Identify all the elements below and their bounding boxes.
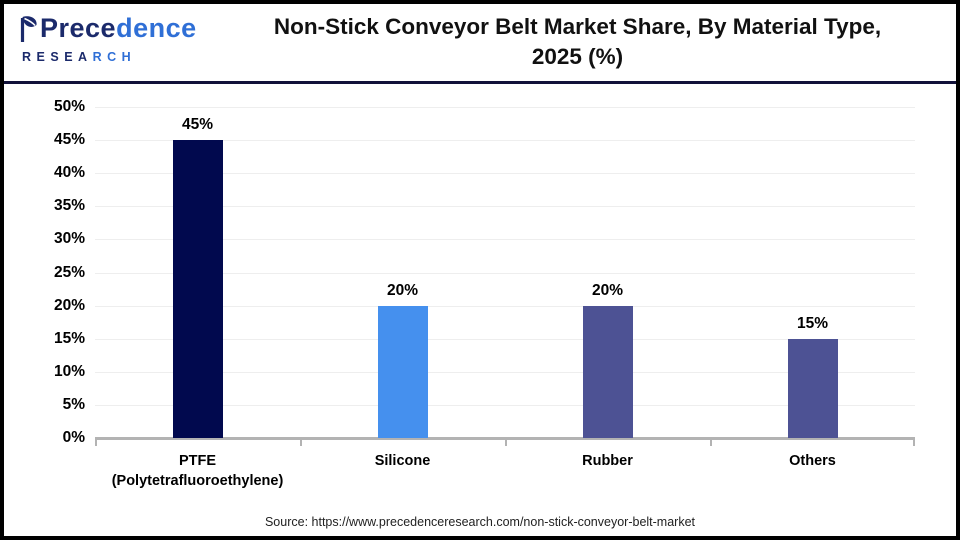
logo-research-line: RESEARCH xyxy=(22,50,137,64)
gridline xyxy=(95,107,915,108)
x-axis-line xyxy=(95,437,915,440)
chart-title-line2: 2025 (%) xyxy=(531,44,624,69)
y-axis: 0% 5% 10% 15% 20% 25% 30% 35% 40% 45% 50% xyxy=(4,98,85,446)
header-divider xyxy=(4,81,956,84)
y-tick-label: 20% xyxy=(53,296,85,314)
chart-title: Non-Stick Conveyor Belt Market Share, By… xyxy=(199,4,956,72)
x-category-label: Others xyxy=(789,453,836,469)
gridline xyxy=(95,305,915,307)
logo-text-blue: dence xyxy=(116,13,197,43)
bar-ptfe xyxy=(172,140,223,438)
gridline xyxy=(95,338,915,340)
x-axis-tick xyxy=(300,440,302,446)
chart-title-line1: Non-Stick Conveyor Belt Market Share, By… xyxy=(273,14,882,39)
bar-value-label: 45% xyxy=(181,116,214,134)
x-axis-tick xyxy=(95,440,97,446)
logo-wordmark: Precedence xyxy=(18,14,199,48)
y-tick-label: 25% xyxy=(53,263,85,281)
x-axis-tick xyxy=(505,440,507,446)
y-tick-label: 50% xyxy=(53,98,85,115)
y-tick-label: 30% xyxy=(53,230,85,248)
y-tick-label: 0% xyxy=(62,429,85,446)
gridline xyxy=(95,239,915,241)
plot-area: 45% 20% 20% 15% xyxy=(95,107,915,446)
gridline xyxy=(95,206,915,208)
gridline xyxy=(95,272,915,274)
y-tick-label: 45% xyxy=(53,131,85,149)
y-tick-label: 15% xyxy=(53,329,85,347)
x-axis: PTFE (Polytetrafluoroethylene) Silicone Rub… xyxy=(95,451,915,495)
x-category-label: Silicone xyxy=(374,453,431,469)
source-text: Source: https://www.precedenceresearch.c… xyxy=(264,515,696,529)
y-tick-label: 40% xyxy=(53,164,85,182)
gridline xyxy=(95,173,915,175)
gridline xyxy=(95,140,915,142)
y-tick-label: 5% xyxy=(62,395,85,413)
bar-value-label: 20% xyxy=(386,281,419,299)
bar-value-label: 20% xyxy=(591,281,624,299)
x-category-label: PTFE (Polytetrafluoroethylene) xyxy=(111,453,284,489)
leaf-icon xyxy=(18,14,39,48)
y-tick-label: 35% xyxy=(53,197,85,215)
x-axis-tick xyxy=(913,440,915,446)
x-category-label: Rubber xyxy=(582,453,633,469)
bar-others xyxy=(787,338,838,438)
precedence-research-logo: Precedence RESEARCH xyxy=(4,4,199,64)
bar-silicone xyxy=(377,305,428,438)
gridline xyxy=(95,404,915,406)
bar-rubber xyxy=(582,305,633,438)
x-axis-tick xyxy=(710,440,712,446)
y-tick-label: 10% xyxy=(53,362,85,380)
logo-text-dark: Prece xyxy=(40,13,117,43)
gridline xyxy=(95,371,915,373)
bar-value-label: 15% xyxy=(796,314,829,332)
header: Precedence RESEARCH Non-Stick Conveyor B… xyxy=(4,4,956,81)
